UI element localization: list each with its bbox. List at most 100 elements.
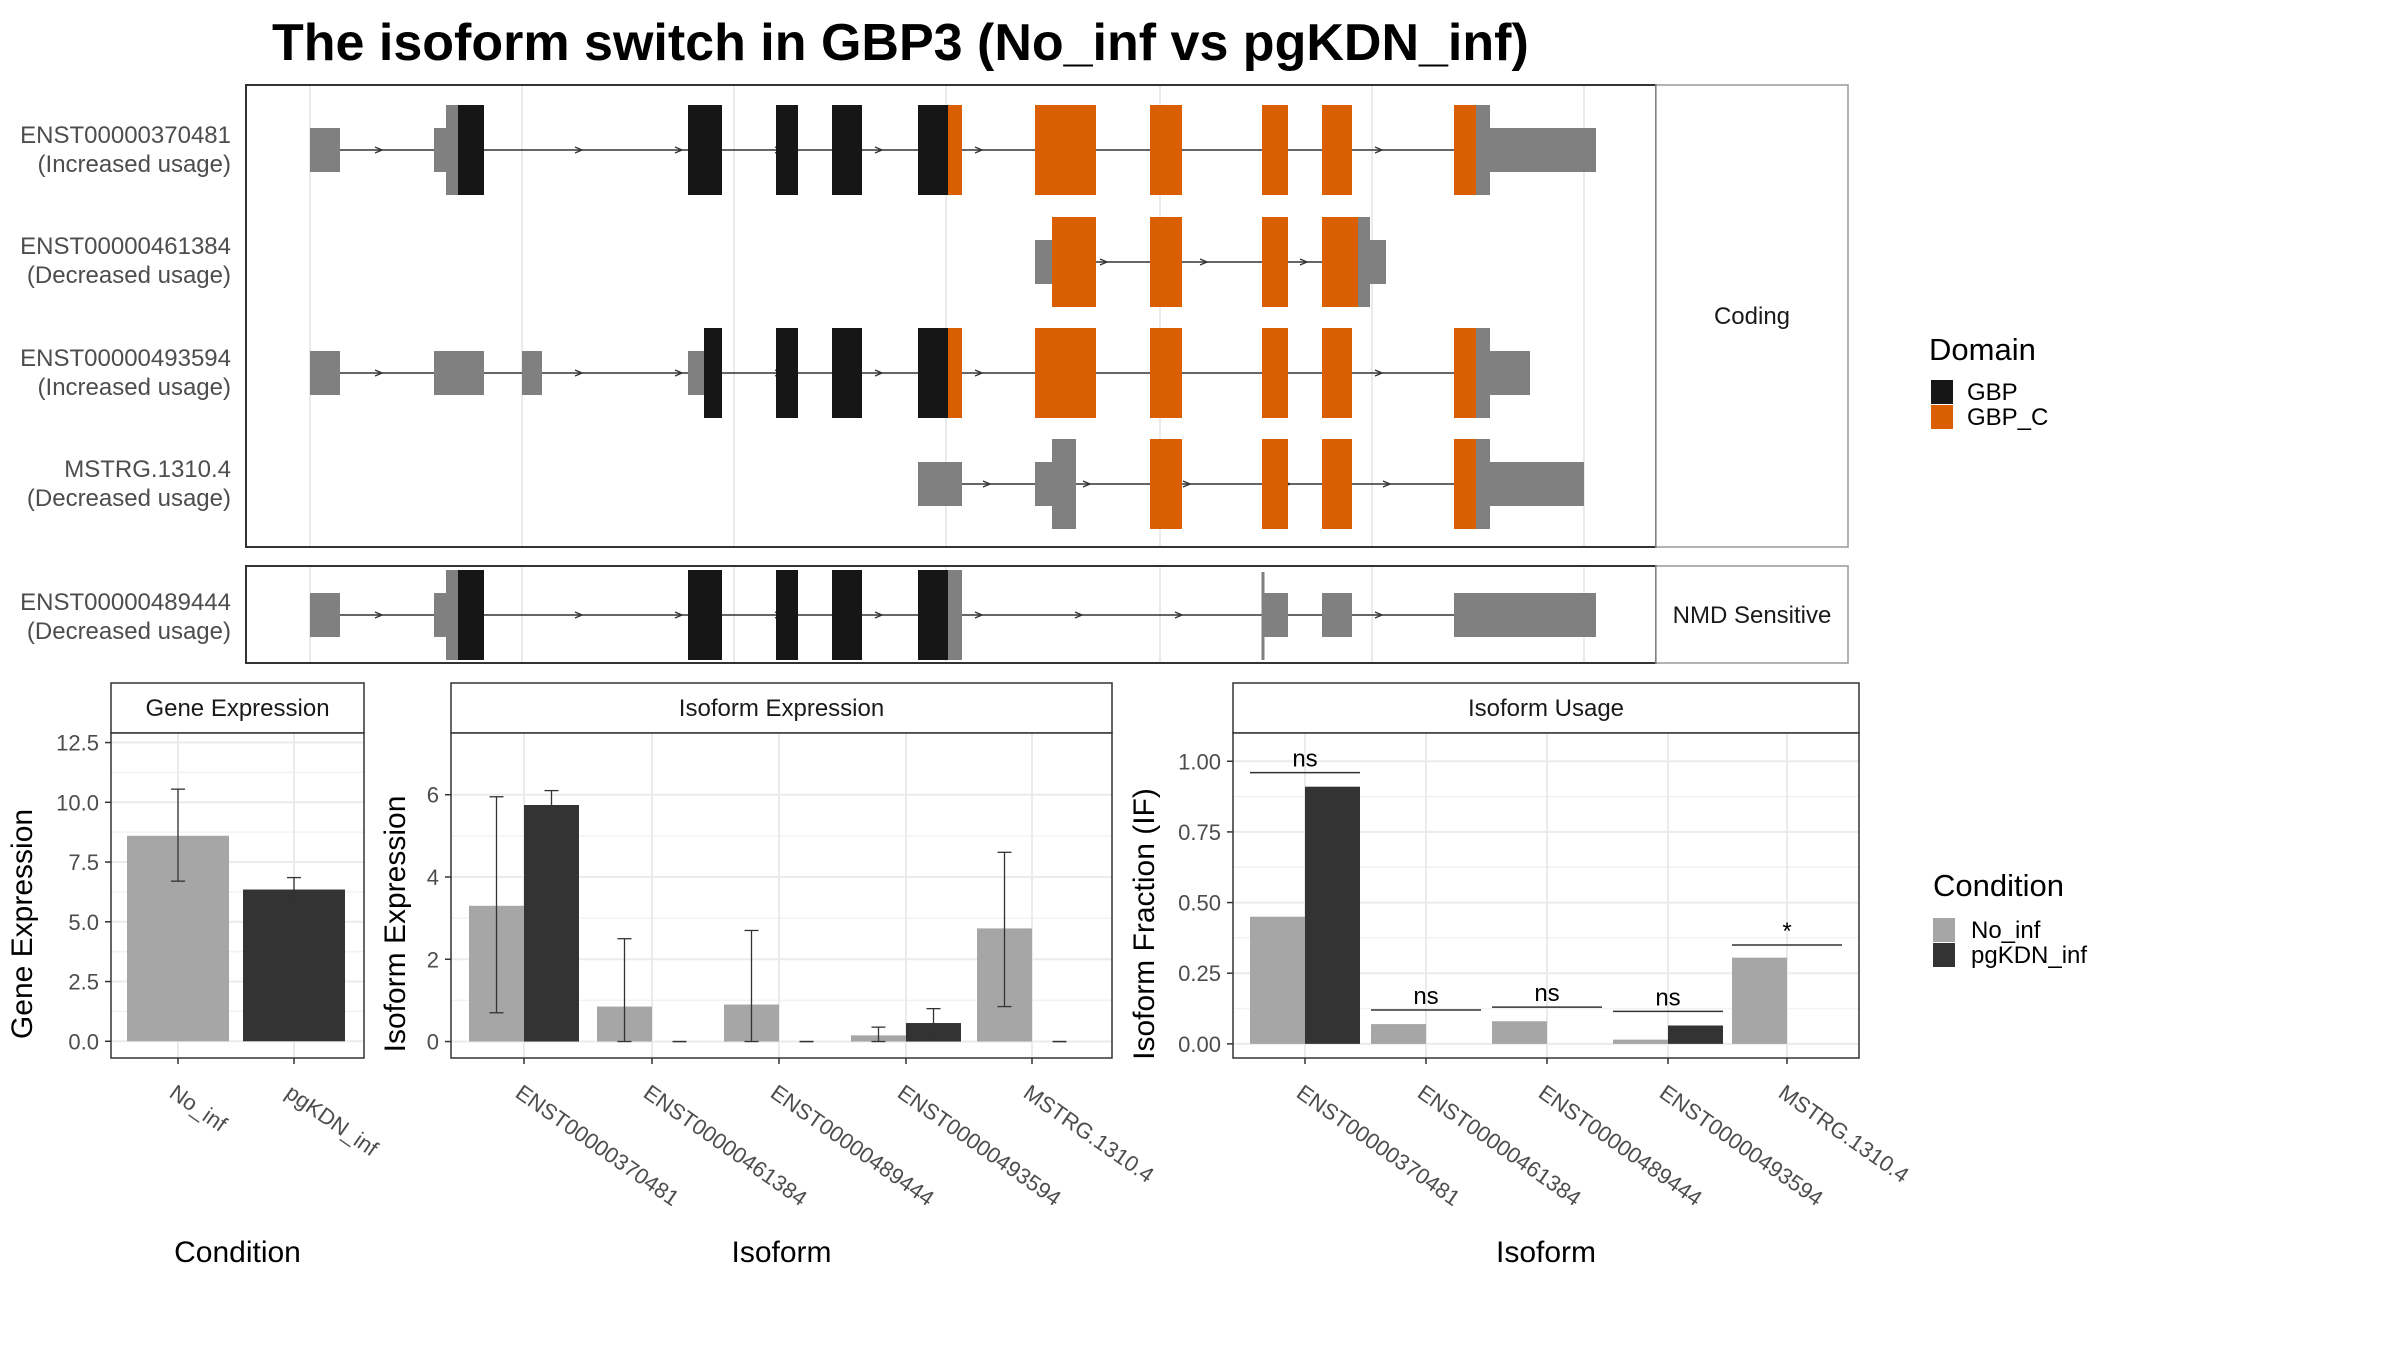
direction-arrow bbox=[374, 369, 384, 377]
y-tick-label: 2 bbox=[427, 947, 439, 972]
exon-ENST00000493594 bbox=[310, 351, 340, 395]
exon-ENST00000489444 bbox=[688, 570, 722, 660]
y-tick-label: 0.25 bbox=[1178, 961, 1221, 986]
exon-ENST00000493594 bbox=[434, 351, 484, 395]
exon-ENST00000493594 bbox=[918, 328, 948, 418]
nmd-strip-label: NMD Sensitive bbox=[1673, 602, 1832, 629]
direction-arrow bbox=[1374, 146, 1384, 154]
direction-arrow bbox=[1174, 611, 1184, 619]
exon-ENST00000493594 bbox=[1322, 328, 1352, 418]
direction-arrow bbox=[974, 369, 984, 377]
direction-arrow bbox=[574, 146, 584, 154]
y-tick-label: 0.00 bbox=[1178, 1032, 1221, 1057]
tx-usage-ENST00000493594: (Increased usage) bbox=[38, 374, 231, 401]
isoform-expression-xlabel: Isoform bbox=[731, 1236, 831, 1269]
exon-ENST00000370481 bbox=[1476, 105, 1490, 195]
bar-ENST00000493594-No_inf bbox=[1613, 1039, 1668, 1044]
direction-arrow bbox=[374, 146, 384, 154]
direction-arrow bbox=[1199, 258, 1209, 266]
gene-expression-ylabel: Gene Expression bbox=[6, 809, 39, 1039]
exon-MSTRG.1310.4 bbox=[1476, 439, 1490, 529]
tx-usage-MSTRG.1310.4: (Decreased usage) bbox=[27, 485, 231, 512]
exon-ENST00000489444 bbox=[832, 570, 862, 660]
exon-MSTRG.1310.4 bbox=[1490, 462, 1584, 506]
direction-arrow bbox=[1382, 480, 1392, 488]
exon-ENST00000370481 bbox=[1262, 105, 1288, 195]
exon-ENST00000493594 bbox=[1476, 328, 1490, 418]
coding-strip-label: Coding bbox=[1714, 303, 1790, 330]
x-tick-label: No_inf bbox=[165, 1080, 232, 1137]
tx-label-ENST00000461384: ENST00000461384 bbox=[20, 233, 231, 260]
exon-ENST00000493594 bbox=[1035, 328, 1096, 418]
direction-arrow bbox=[1082, 480, 1092, 488]
exon-MSTRG.1310.4 bbox=[918, 462, 962, 506]
direction-arrow bbox=[982, 480, 992, 488]
exon-MSTRG.1310.4 bbox=[1035, 462, 1052, 506]
exon-ENST00000461384 bbox=[1370, 240, 1386, 284]
exon-ENST00000489444 bbox=[434, 593, 446, 637]
isoform-expression-strip-label: Isoform Expression bbox=[679, 695, 884, 722]
gene-expression-xlabel: Condition bbox=[174, 1236, 301, 1269]
direction-arrow bbox=[974, 611, 984, 619]
gene-expression-panel: Gene Expression Condition Gene Expressio… bbox=[6, 682, 383, 1269]
coding-strip bbox=[1655, 84, 1849, 548]
exon-ENST00000493594 bbox=[776, 328, 798, 418]
exon-ENST00000370481 bbox=[446, 105, 458, 195]
y-tick-label: 6 bbox=[427, 783, 439, 808]
exon-ENST00000370481 bbox=[776, 105, 798, 195]
exon-ENST00000493594 bbox=[1490, 351, 1530, 395]
direction-arrow bbox=[374, 611, 384, 619]
exon-ENST00000370481 bbox=[918, 105, 948, 195]
exon-ENST00000489444 bbox=[1262, 593, 1288, 637]
exon-ENST00000493594 bbox=[1454, 328, 1476, 418]
legend-key-gbp bbox=[1931, 380, 1953, 404]
isoform-usage-xlabel: Isoform bbox=[1496, 1236, 1596, 1269]
exon-ENST00000493594 bbox=[688, 351, 704, 395]
y-tick-label: 0.75 bbox=[1178, 820, 1221, 845]
direction-arrow bbox=[674, 611, 684, 619]
y-tick-label: 0 bbox=[427, 1030, 439, 1055]
tx-label-ENST00000489444: ENST00000489444 bbox=[20, 589, 231, 616]
figure-title: The isoform switch in GBP3 (No_inf vs pg… bbox=[272, 14, 1529, 72]
direction-arrow bbox=[1299, 258, 1309, 266]
exon-MSTRG.1310.4 bbox=[1150, 439, 1182, 529]
significance-label: ns bbox=[1655, 984, 1680, 1011]
direction-arrow bbox=[574, 611, 584, 619]
exon-ENST00000370481 bbox=[948, 105, 962, 195]
exon-ENST00000370481 bbox=[458, 105, 484, 195]
y-tick-label: 5.0 bbox=[68, 910, 99, 935]
exon-ENST00000489444 bbox=[1454, 593, 1596, 637]
exon-ENST00000461384 bbox=[1322, 217, 1358, 307]
exon-ENST00000370481 bbox=[1454, 105, 1476, 195]
exon-ENST00000489444 bbox=[1322, 593, 1352, 637]
exon-ENST00000489444 bbox=[948, 570, 962, 660]
gene-expression-strip-label: Gene Expression bbox=[145, 695, 329, 722]
direction-arrow bbox=[974, 146, 984, 154]
exon-ENST00000461384 bbox=[1035, 240, 1052, 284]
bar-pgKDN_inf bbox=[243, 889, 345, 1042]
tx-usage-ENST00000461384: (Decreased usage) bbox=[27, 262, 231, 289]
exon-MSTRG.1310.4 bbox=[1322, 439, 1352, 529]
y-tick-label: 12.5 bbox=[56, 731, 99, 756]
legend-key-gbp-c bbox=[1931, 405, 1953, 429]
direction-arrow bbox=[1099, 258, 1109, 266]
bar-ENST00000370481-No_inf bbox=[1250, 916, 1305, 1044]
tx-label-MSTRG.1310.4: MSTRG.1310.4 bbox=[64, 456, 231, 483]
legend-label-pgkdn-inf: pgKDN_inf bbox=[1971, 942, 2087, 969]
isoform-usage-panel: Isoform Usage Isoform Isoform Fraction (… bbox=[1128, 682, 1914, 1269]
legend-key-pgkdn-inf bbox=[1933, 943, 1955, 967]
y-tick-label: 10.0 bbox=[56, 790, 99, 815]
gene-expression-strip bbox=[110, 682, 365, 734]
exon-ENST00000489444 bbox=[446, 570, 458, 660]
direction-arrow bbox=[574, 369, 584, 377]
direction-arrow bbox=[674, 146, 684, 154]
bar-ENST00000461384-No_inf bbox=[1371, 1024, 1426, 1044]
direction-arrow bbox=[874, 369, 884, 377]
exon-ENST00000461384 bbox=[1358, 217, 1370, 307]
plot-border bbox=[110, 732, 365, 1059]
legend-label-no-inf: No_inf bbox=[1971, 917, 2041, 944]
y-tick-label: 0.0 bbox=[68, 1029, 99, 1054]
direction-arrow bbox=[1374, 369, 1384, 377]
y-tick-label: 7.5 bbox=[68, 850, 99, 875]
